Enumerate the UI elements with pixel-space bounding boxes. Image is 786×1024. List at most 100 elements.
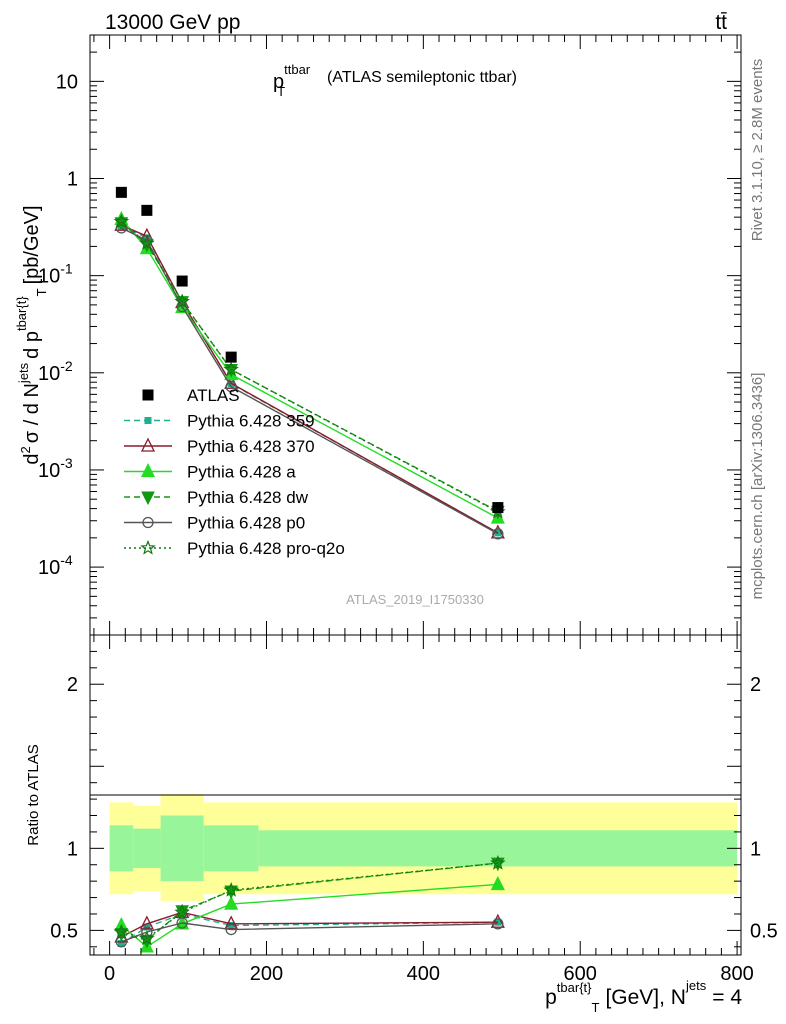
mcplots-label: mcplots.cern.ch [arXiv:1306.3436] [749,373,766,600]
legend-item-pdw: Pythia 6.428 dw [124,488,309,507]
x-axis-label: ptbar{t}T [GeV], Njets= 4 [545,978,742,1015]
ratio-y-tick-label-right: 0.5 [750,920,778,942]
ratio-band-inner [133,828,161,869]
series-line-pq2o [120,221,499,513]
x-tick-label: 600 [564,963,597,985]
ratio-point-p370 [224,915,239,930]
legend-label: ATLAS [187,386,240,405]
series-line-pp0 [121,227,499,535]
ratio-point-pq2o [174,904,190,919]
legend-label: Pythia 6.428 370 [187,437,315,456]
plot-title: pttbar T [273,62,311,99]
main-y-axis-label: d2σ / d Njetsd ptbar{t}T[pb/GeV] [14,205,49,464]
legend-marker-atlas [142,389,154,401]
legend-marker-pa [140,463,156,478]
ratio-point-pp0 [225,923,237,936]
legend: ATLAS Pythia 6.428 359 Pythia 6.428 370 Pyt… [124,386,345,558]
x-tick-label: 800 [720,963,753,985]
x-tick-label: 200 [250,963,283,985]
ratio-point-p370 [490,913,505,928]
ratio-point-p370 [139,915,154,930]
legend-item-pq2o: Pythia 6.428 pro-q2o [124,539,345,558]
ratio-series-layer [113,854,506,953]
series-point-pp0 [225,381,237,393]
ratio-point-pp0 [115,936,128,948]
x-axis: 0 200 400 600 800 [93,35,754,985]
ratio-point-p359 [117,940,125,948]
series-line-pa [120,218,499,519]
main-y-tick-label: 10-4 [38,552,73,579]
legend-label: Pythia 6.428 p0 [187,514,305,533]
legend-marker-p370 [140,437,156,452]
main-y-tick-label: 10 [56,71,78,93]
x-tick-label: 0 [104,963,115,985]
legend-label: Pythia 6.428 pro-q2o [187,539,345,558]
main-y-axis: 10-4 10-3 10-2 10-1 1 10 [38,34,741,636]
legend-marker-pdw [141,491,155,506]
series-point-pq2o [174,293,190,309]
ratio-point-pa [224,895,239,910]
legend-label: Pythia 6.428 359 [187,412,315,431]
series-point-pq2o [113,213,130,229]
main-data-layer [115,186,504,514]
energy-label: 13000 GeV pp [105,11,240,34]
ratio-panel: 0.5 0.5 1 1 2 2 0 200 400 600 800 [50,35,778,985]
ratio-y-tick-label: 2 [67,674,78,696]
data-point-atlas [176,275,188,287]
main-y-tick-label: 10-2 [38,358,73,385]
ratio-point-pp0 [492,918,504,930]
ratio-point-p359 [227,921,235,929]
ratio-point-pq2o [113,923,130,939]
ratio-point-pp0 [176,917,188,929]
main-panel: 10-4 10-3 10-2 10-1 1 10 pttbar T (ATLAS semil… [38,34,742,636]
main-y-tick-label: 10-1 [38,261,73,288]
ratio-band-inner [160,815,204,882]
legend-label: Pythia 6.428 a [187,463,296,482]
legend-label: Pythia 6.428 dw [187,488,309,507]
analysis-id: ATLAS_2019_I1750330 [346,592,484,607]
legend-marker-p359 [144,417,152,424]
series-point-pq2o [223,361,239,377]
data-point-atlas [115,186,127,198]
ratio-y-axis-label: Ratio to ATLAS [25,744,42,845]
ratio-y-axis: 0.5 0.5 1 1 2 2 [50,650,778,948]
ratio-point-pq2o [490,854,506,870]
ratio-line-p359 [121,913,498,945]
plot-subtitle: (ATLAS semileptonic ttbar) [327,69,517,86]
ratio-line-pq2o [121,862,498,940]
series-point-pp0 [492,528,504,540]
series-point-pq2o [139,235,155,250]
series-line-p370 [121,224,499,534]
series-line-pdw [120,222,499,512]
legend-marker-pq2o [140,539,156,555]
ratio-y-tick-label-right: 1 [750,838,761,860]
main-y-tick-label: 10-3 [38,455,73,482]
data-point-atlas [141,204,153,216]
series-point-pp0 [115,222,128,234]
ratio-point-pq2o [223,882,239,897]
legend-item-pa: Pythia 6.428 a [124,463,296,482]
rivet-version-label: Rivet 3.1.10, ≥ 2.8M events [749,59,766,242]
legend-item-atlas: ATLAS [142,386,240,405]
legend-marker-pp0 [142,516,154,529]
ratio-band-inner [109,825,134,872]
ratio-y-tick-label-right: 2 [750,674,761,696]
data-point-atlas [225,351,237,363]
ratio-point-pa [490,875,505,891]
ratio-band-inner [203,825,259,872]
legend-item-p359: Pythia 6.428 359 [124,412,315,431]
data-point-atlas [492,502,504,514]
x-tick-label: 400 [407,963,440,985]
ratio-frame [89,634,742,956]
ratio-y-tick-label: 1 [67,838,78,860]
ratio-line-pp0 [121,922,498,943]
ratio-point-pq2o [139,930,155,946]
ratio-y-tick-label: 0.5 [50,920,78,942]
process-label: tt̄ [715,11,727,34]
main-series-layer [113,210,506,540]
ratio-uncertainty-bands [109,794,738,901]
legend-item-pp0: Pythia 6.428 p0 [124,514,305,533]
main-y-tick-label: 1 [67,169,78,191]
legend-item-p370: Pythia 6.428 370 [124,437,315,456]
